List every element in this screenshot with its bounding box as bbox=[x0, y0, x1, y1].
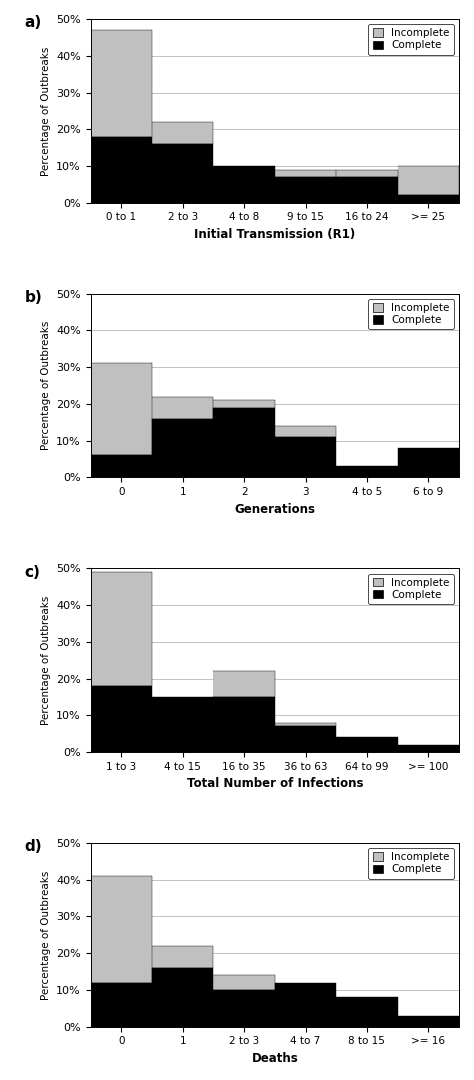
Bar bbox=[213, 671, 275, 697]
Bar bbox=[275, 177, 336, 203]
Bar bbox=[213, 401, 275, 407]
Bar bbox=[91, 686, 152, 752]
Bar bbox=[152, 946, 213, 968]
Legend: Incomplete, Complete: Incomplete, Complete bbox=[368, 24, 454, 55]
Bar bbox=[275, 727, 336, 752]
Bar bbox=[336, 177, 398, 203]
Text: a): a) bbox=[24, 15, 42, 30]
Text: b): b) bbox=[24, 289, 42, 305]
X-axis label: Total Number of Infections: Total Number of Infections bbox=[187, 778, 363, 791]
X-axis label: Initial Transmission (R1): Initial Transmission (R1) bbox=[194, 228, 356, 241]
X-axis label: Generations: Generations bbox=[234, 502, 315, 515]
Legend: Incomplete, Complete: Incomplete, Complete bbox=[368, 573, 454, 604]
Y-axis label: Percentage of Outbreaks: Percentage of Outbreaks bbox=[41, 595, 51, 725]
Bar bbox=[152, 419, 213, 477]
Bar bbox=[91, 364, 152, 456]
Bar bbox=[398, 448, 459, 477]
Bar bbox=[152, 144, 213, 203]
Bar bbox=[336, 738, 398, 752]
Bar bbox=[91, 876, 152, 983]
Bar bbox=[91, 136, 152, 203]
Bar bbox=[398, 745, 459, 752]
Bar bbox=[336, 467, 398, 477]
Bar bbox=[336, 170, 398, 177]
Bar bbox=[336, 997, 398, 1027]
Y-axis label: Percentage of Outbreaks: Percentage of Outbreaks bbox=[41, 870, 51, 999]
Bar bbox=[152, 122, 213, 144]
Text: c): c) bbox=[24, 565, 40, 580]
Bar bbox=[91, 456, 152, 477]
Bar bbox=[91, 983, 152, 1027]
Bar bbox=[398, 166, 459, 195]
Bar bbox=[398, 195, 459, 203]
Bar bbox=[213, 166, 275, 203]
Bar bbox=[152, 396, 213, 419]
Y-axis label: Percentage of Outbreaks: Percentage of Outbreaks bbox=[41, 321, 51, 450]
Bar bbox=[91, 572, 152, 686]
Text: d): d) bbox=[24, 839, 42, 854]
Bar bbox=[213, 697, 275, 752]
Bar bbox=[213, 407, 275, 477]
Bar bbox=[275, 426, 336, 437]
Bar bbox=[275, 723, 336, 727]
Bar bbox=[213, 975, 275, 990]
Bar bbox=[398, 1015, 459, 1027]
X-axis label: Deaths: Deaths bbox=[251, 1052, 298, 1065]
Legend: Incomplete, Complete: Incomplete, Complete bbox=[368, 848, 454, 879]
Y-axis label: Percentage of Outbreaks: Percentage of Outbreaks bbox=[41, 46, 51, 176]
Bar bbox=[213, 990, 275, 1027]
Legend: Incomplete, Complete: Incomplete, Complete bbox=[368, 299, 454, 329]
Bar bbox=[275, 437, 336, 477]
Bar bbox=[275, 170, 336, 177]
Bar bbox=[275, 983, 336, 1027]
Bar bbox=[152, 968, 213, 1027]
Bar bbox=[91, 30, 152, 136]
Bar bbox=[152, 697, 213, 752]
